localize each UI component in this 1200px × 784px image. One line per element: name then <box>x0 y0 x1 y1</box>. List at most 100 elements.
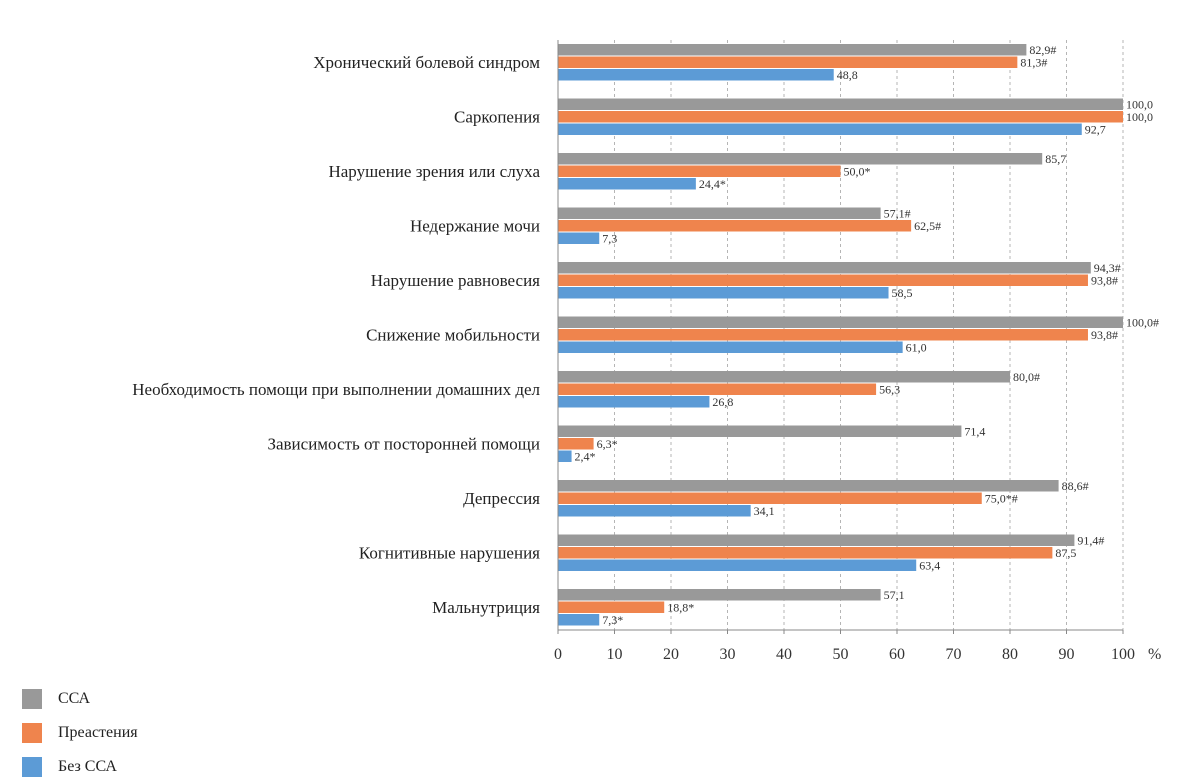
data-label: 58,5 <box>892 286 913 300</box>
data-label: 48,8 <box>837 68 858 82</box>
data-label: 82,9# <box>1029 43 1056 57</box>
category-label: Хронический болевой синдром <box>313 53 540 72</box>
data-label: 6,3* <box>597 437 618 451</box>
data-label: 57,1# <box>884 206 911 220</box>
data-label: 81,3# <box>1020 55 1047 69</box>
data-label: 100,0# <box>1126 315 1159 329</box>
category-label: Саркопения <box>454 108 540 127</box>
x-tick-label: 50 <box>833 646 849 663</box>
legend: ССА Преастения Без ССА <box>22 682 138 784</box>
data-label: 18,8* <box>667 600 694 614</box>
bar-no-ssa <box>558 505 751 517</box>
category-label: Депрессия <box>463 489 540 508</box>
data-label: 92,7 <box>1085 122 1106 136</box>
x-tick-label: 30 <box>720 646 736 663</box>
bar-preasthenia <box>558 274 1088 286</box>
bar-ssa <box>558 371 1010 383</box>
bar-ssa <box>558 534 1075 546</box>
data-label: 80,0# <box>1013 370 1040 384</box>
data-label: 56,3 <box>879 382 900 396</box>
data-label: 71,4 <box>964 424 985 438</box>
bar-ssa <box>558 425 962 437</box>
bar-preasthenia <box>558 329 1088 341</box>
category-label: Снижение мобильности <box>366 326 540 345</box>
legend-label-preasthenia: Преастения <box>58 724 138 741</box>
data-label: 91,4# <box>1077 533 1104 547</box>
x-tick-label: 10 <box>607 646 623 663</box>
bar-preasthenia <box>558 56 1018 68</box>
legend-swatch-no-ssa <box>22 757 42 777</box>
x-tick-label: 70 <box>946 646 962 663</box>
category-label: Недержание мочи <box>410 217 540 236</box>
bar-ssa <box>558 316 1123 328</box>
bar-no-ssa <box>558 178 696 190</box>
data-label: 100,0 <box>1126 97 1153 111</box>
legend-swatch-ssa <box>22 689 42 709</box>
x-unit-label: % <box>1148 646 1161 663</box>
category-label: Мальнутриция <box>432 598 540 617</box>
bar-chart: 82,9#81,3# 48,8 Хронический болевой синдро… <box>132 40 1161 663</box>
category-label: Нарушение зрения или слуха <box>328 162 540 181</box>
data-label: 7,3 <box>602 231 617 245</box>
legend-item-no-ssa: Без ССА <box>22 750 138 784</box>
bar-ssa <box>558 207 881 219</box>
data-label: 93,8# <box>1091 328 1118 342</box>
data-label: 62,5# <box>914 219 941 233</box>
bar-no-ssa <box>558 123 1082 135</box>
bar-no-ssa <box>558 396 710 408</box>
x-tick-label: 40 <box>776 646 792 663</box>
x-tick-label: 60 <box>889 646 905 663</box>
bar-ssa <box>558 589 881 601</box>
x-tick-label: 100 <box>1111 646 1135 663</box>
bar-preasthenia <box>558 111 1123 123</box>
x-tick-label: 80 <box>1002 646 1018 663</box>
bar-ssa <box>558 44 1027 56</box>
data-label: 93,8# <box>1091 273 1118 287</box>
bar-no-ssa <box>558 614 600 626</box>
bar-preasthenia <box>558 165 841 177</box>
data-label: 24,4* <box>699 177 726 191</box>
legend-item-ssa: ССА <box>22 682 138 716</box>
legend-label-ssa: ССА <box>58 690 91 707</box>
bar-ssa <box>558 262 1091 274</box>
bar-ssa <box>558 98 1123 110</box>
data-label: 57,1 <box>884 588 905 602</box>
bar-preasthenia <box>558 383 877 395</box>
data-label: 88,6# <box>1062 479 1089 493</box>
data-label: 63,4 <box>919 558 940 572</box>
bar-preasthenia <box>558 601 665 613</box>
category-label: Нарушение равновесия <box>371 271 540 290</box>
bar-no-ssa <box>558 559 917 571</box>
bar-ssa <box>558 480 1059 492</box>
data-label: 26,8 <box>712 395 733 409</box>
data-label: 61,0 <box>906 340 927 354</box>
bar-no-ssa <box>558 232 600 244</box>
bar-preasthenia <box>558 547 1053 559</box>
data-label: 85,7 <box>1045 152 1066 166</box>
bar-no-ssa <box>558 341 903 353</box>
legend-label-no-ssa: Без ССА <box>58 758 117 775</box>
bar-no-ssa <box>558 450 572 462</box>
legend-swatch-preasthenia <box>22 723 42 743</box>
bar-no-ssa <box>558 69 834 81</box>
data-label: 75,0*# <box>985 491 1018 505</box>
x-tick-label: 90 <box>1059 646 1075 663</box>
data-label: 7,3* <box>602 613 623 627</box>
bar-preasthenia <box>558 220 912 232</box>
data-label: 87,5 <box>1055 546 1076 560</box>
bar-preasthenia <box>558 492 982 504</box>
data-label: 50,0* <box>844 164 871 178</box>
bar-ssa <box>558 153 1043 165</box>
data-label: 34,1 <box>754 504 775 518</box>
bar-preasthenia <box>558 438 594 450</box>
data-label: 2,4* <box>575 449 596 463</box>
category-label: Когнитивные нарушения <box>359 544 540 563</box>
bar-no-ssa <box>558 287 889 299</box>
x-tick-label: 0 <box>554 646 562 663</box>
data-label: 94,3# <box>1094 261 1121 275</box>
category-label: Необходимость помощи при выполнении дома… <box>132 380 540 399</box>
category-label: Зависимость от посторонней помощи <box>267 435 540 454</box>
x-tick-label: 20 <box>663 646 679 663</box>
legend-item-preasthenia: Преастения <box>22 716 138 750</box>
data-label: 100,0 <box>1126 110 1153 124</box>
